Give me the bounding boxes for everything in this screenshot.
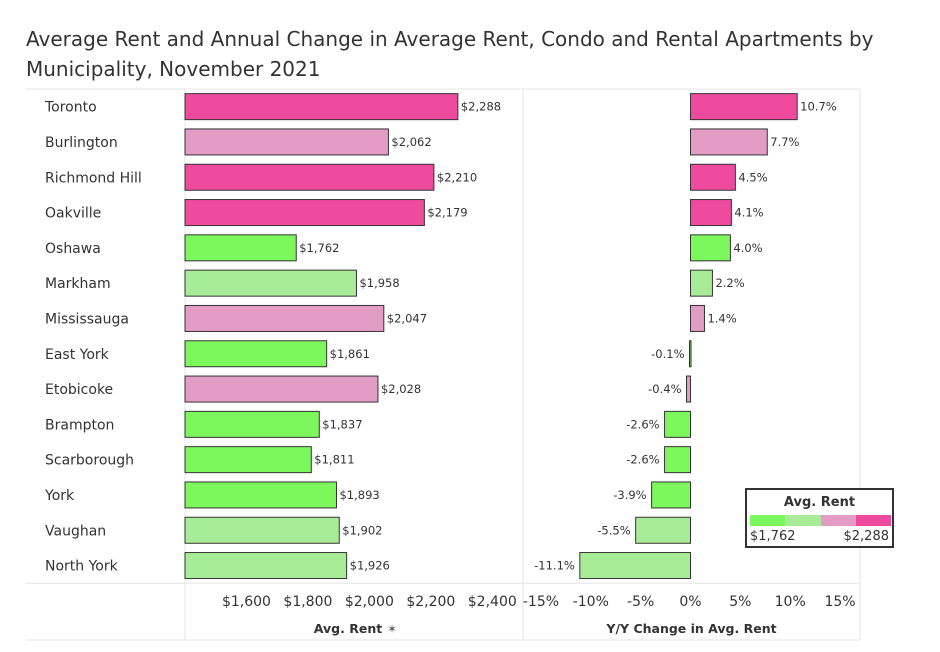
rent-bar-scarborough [184,446,312,474]
legend-swatch-mid-low [785,515,821,526]
rent-data-label-richmond-hill: $2,210 [437,170,477,184]
row-label-oakville: Oakville [45,206,101,222]
row-label-etobicoke: Etobicoke [45,382,113,398]
legend-min-label: $1,762 [750,529,796,544]
change-bar-oshawa [690,234,731,262]
legend-color-ramp [750,515,891,526]
row-label-scarborough: Scarborough [45,453,134,469]
rent-tick-label: $1,600 [222,594,271,610]
change-data-label-oshawa: 4.0% [733,241,762,255]
change-bar-north-york [579,552,692,580]
row-label-burlington: Burlington [45,135,118,151]
rent-data-label-york: $1,893 [339,488,379,502]
change-data-label-east-york: -0.1% [651,347,684,361]
change-data-label-toronto: 10.7% [800,100,837,114]
change-bar-mississauga [690,304,705,332]
rent-bar-toronto [184,93,459,121]
rent-data-label-toronto: $2,288 [461,100,501,114]
rent-tick-label: $1,800 [283,594,332,610]
change-data-label-mississauga: 1.4% [707,311,736,325]
change-bar-etobicoke [686,375,692,403]
legend-max-label: $2,288 [843,529,890,544]
rent-bar-markham [184,269,357,297]
rent-data-label-east-york: $1,861 [330,347,370,361]
rent-tick-label: $2,400 [468,594,517,610]
row-label-toronto: Toronto [44,100,97,116]
rent-bar-etobicoke [184,375,379,403]
rent-axis-title: Avg. Rent [314,621,382,636]
change-bar-burlington [690,128,768,156]
row-label-york: York [44,488,75,504]
rent-data-label-north-york: $1,926 [350,559,390,573]
rent-data-label-oakville: $2,179 [427,206,467,220]
change-bar-toronto [690,93,798,121]
change-bar-east-york [689,340,692,368]
chart-title: Average Rent and Annual Change in Averag… [26,27,874,81]
rent-bar-burlington [184,128,389,156]
rent-data-label-vaughan: $1,902 [342,523,382,537]
change-bar-brampton [664,410,692,438]
change-tick-label: 10% [775,594,806,610]
change-data-label-vaughan: -5.5% [597,523,630,537]
change-data-label-richmond-hill: 4.5% [738,170,767,184]
rent-data-label-scarborough: $1,811 [314,453,354,467]
legend-title: Avg. Rent [783,495,856,510]
row-label-north-york: North York [45,559,119,575]
row-label-vaughan: Vaughan [45,523,106,539]
rent-data-label-markham: $1,958 [359,276,399,290]
legend-swatch-low [750,515,786,526]
rent-data-label-mississauga: $2,047 [387,311,427,325]
change-tick-label: 5% [729,594,751,610]
row-label-mississauga: Mississauga [45,311,129,327]
color-legend[interactable]: Avg. Rent $1,762 $2,288 [745,488,894,548]
change-tick-label: 0% [679,594,701,610]
change-data-label-markham: 2.2% [715,276,744,290]
legend-swatch-high [855,515,891,526]
change-tick-label: -10% [573,594,609,610]
change-tick-label: -5% [627,594,654,610]
rent-data-label-brampton: $1,837 [322,417,362,431]
rent-tick-label: $2,200 [406,594,455,610]
change-data-label-etobicoke: -0.4% [648,382,681,396]
rent-bar-brampton [184,410,320,438]
legend-swatch-mid-high [820,515,856,526]
rent-data-label-burlington: $2,062 [391,135,431,149]
rent-data-label-etobicoke: $2,028 [381,382,421,396]
change-data-label-york: -3.9% [613,488,646,502]
rent-bar-north-york [184,552,348,580]
rent-bar-oshawa [184,234,297,262]
change-data-label-oakville: 4.1% [734,206,763,220]
rent-bar-richmond-hill [184,163,435,191]
change-bar-vaughan [635,516,692,544]
change-bar-scarborough [664,446,692,474]
change-data-label-brampton: -2.6% [626,417,659,431]
change-bar-richmond-hill [690,163,736,191]
rent-bar-east-york [184,340,328,368]
row-label-oshawa: Oshawa [45,241,101,257]
row-label-richmond-hill: Richmond Hill [45,170,142,186]
pin-icon: ✶ [387,622,397,636]
change-axis-title: Y/Y Change in Avg. Rent [605,621,776,636]
rent-bar-oakville [184,199,425,227]
row-label-brampton: Brampton [45,417,114,433]
row-label-markham: Markham [45,276,111,292]
row-label-east-york: East York [45,347,110,363]
change-tick-label: -15% [523,594,559,610]
change-data-label-north-york: -11.1% [534,559,575,573]
rent-bar-mississauga [184,304,385,332]
rent-data-label-oshawa: $1,762 [299,241,339,255]
rent-bar-york [184,481,337,509]
change-bar-york [651,481,692,509]
rent-bar-vaughan [184,516,340,544]
change-tick-label: 15% [824,594,855,610]
change-bar-oakville [690,199,732,227]
rent-tick-label: $2,000 [345,594,394,610]
change-data-label-burlington: 7.7% [770,135,799,149]
change-data-label-scarborough: -2.6% [626,453,659,467]
change-bar-markham [690,269,713,297]
